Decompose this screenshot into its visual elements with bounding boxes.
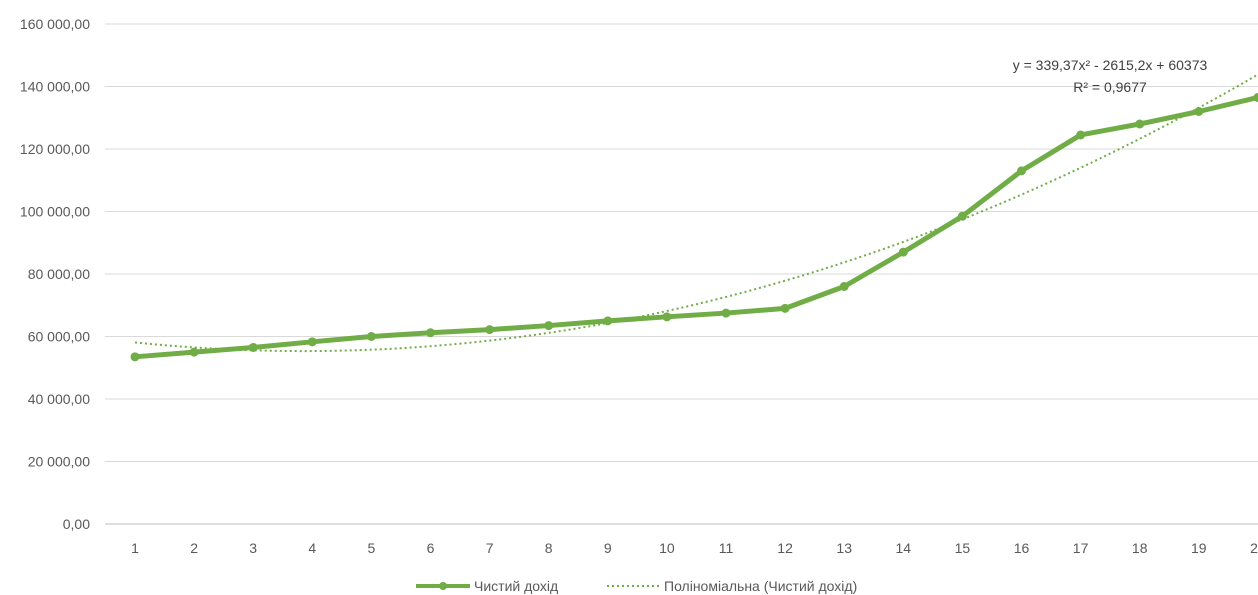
data-point (1135, 119, 1145, 129)
y-tick-label: 20 000,00 (28, 454, 90, 470)
x-tick-label: 14 (896, 540, 912, 556)
data-point (839, 282, 849, 291)
y-axis: 0,00 20 000,00 40 000,00 60 000,00 80 000,00… (20, 16, 90, 532)
gridlines (105, 23, 1258, 525)
data-point (1194, 107, 1204, 116)
x-tick-label: 3 (249, 540, 257, 556)
y-tick-label: 100 000,00 (20, 204, 90, 220)
x-tick-label: 19 (1191, 540, 1207, 556)
x-tick-label: 16 (1014, 540, 1030, 556)
y-tick-label: 160 000,00 (20, 16, 90, 32)
data-point (721, 308, 731, 318)
data-point (957, 211, 967, 221)
data-point (426, 328, 435, 338)
series-group (130, 92, 1258, 362)
trendline-group (134, 73, 1258, 353)
x-tick-label: 6 (427, 540, 435, 556)
data-point (1076, 130, 1086, 140)
series-line (132, 94, 1258, 360)
x-tick-label: 18 (1132, 540, 1148, 556)
data-point (603, 316, 613, 326)
x-tick-label: 5 (368, 540, 376, 556)
data-point (1253, 92, 1258, 102)
y-tick-label: 140 000,00 (20, 79, 90, 95)
data-point (307, 337, 317, 347)
x-tick-label: 4 (308, 540, 316, 556)
legend-series-marker (439, 582, 447, 590)
x-tick-label: 8 (545, 540, 553, 556)
data-point (662, 312, 672, 322)
x-tick-label: 13 (836, 540, 852, 556)
y-tick-label: 0,00 (63, 516, 90, 532)
data-point (130, 352, 140, 362)
trendline-annotation: y = 339,37x² - 2615,2x + 60373 R² = 0,96… (1013, 57, 1208, 95)
data-point (780, 303, 790, 313)
data-point (366, 332, 376, 341)
trendline-r-squared: R² = 0,9677 (1073, 79, 1147, 95)
data-point (1017, 166, 1026, 176)
trendline (134, 73, 1258, 353)
data-point (898, 247, 908, 257)
x-axis: 1234567891011121314151617181920 (131, 540, 1258, 556)
x-tick-label: 7 (486, 540, 494, 556)
data-point (544, 321, 554, 331)
x-tick-label: 11 (719, 540, 734, 556)
x-tick-label: 17 (1073, 540, 1089, 556)
data-point (485, 325, 495, 335)
x-tick-label: 12 (777, 540, 793, 556)
x-tick-label: 9 (604, 540, 612, 556)
x-tick-label: 10 (659, 540, 675, 556)
trendline-equation: y = 339,37x² - 2615,2x + 60373 (1013, 57, 1208, 73)
data-point (248, 342, 258, 352)
legend-trend-label: Поліноміальна (Чистий дохід) (664, 578, 857, 594)
y-tick-label: 60 000,00 (28, 329, 90, 345)
legend-series-label: Чистий дохід (474, 578, 558, 594)
y-tick-label: 80 000,00 (28, 266, 90, 282)
y-tick-label: 120 000,00 (20, 141, 90, 157)
x-tick-label: 20 (1250, 540, 1258, 556)
x-tick-label: 2 (190, 540, 198, 556)
data-point (189, 347, 199, 357)
y-tick-label: 40 000,00 (28, 391, 90, 407)
x-tick-label: 15 (955, 540, 971, 556)
legend: Чистий дохід Поліноміальна (Чистий дохід… (416, 578, 857, 594)
x-tick-label: 1 (131, 540, 139, 556)
